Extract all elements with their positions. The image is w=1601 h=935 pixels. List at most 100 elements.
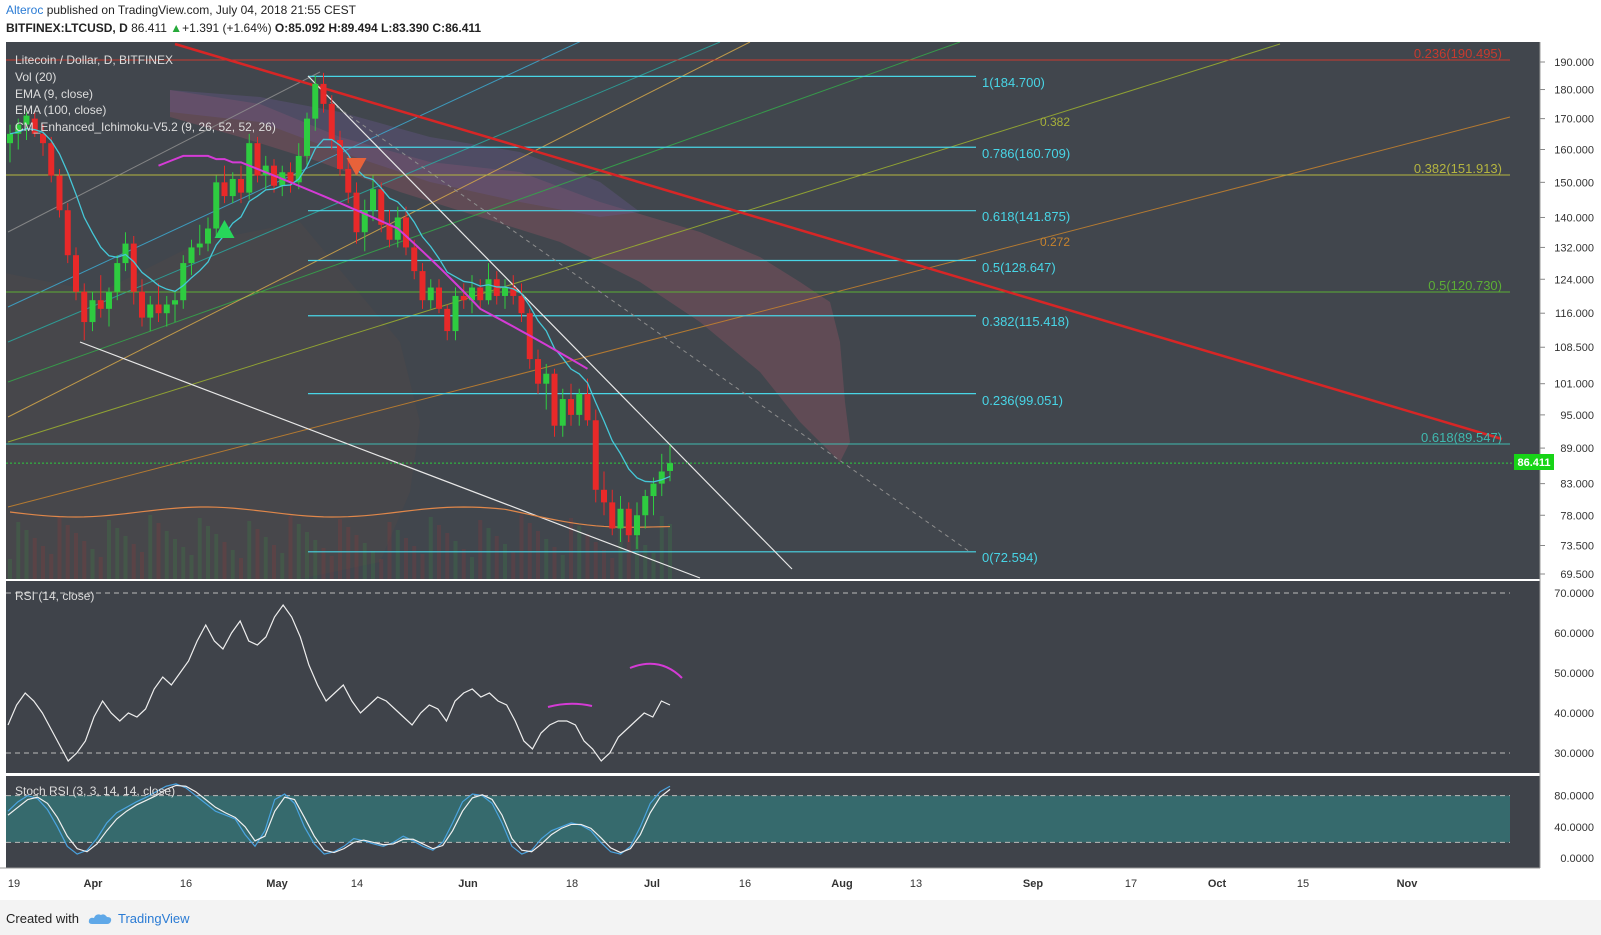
volume-bar bbox=[24, 530, 29, 579]
stoch-axis-label: 0.0000 bbox=[1560, 853, 1594, 865]
volume-bar bbox=[305, 532, 309, 579]
volume-bar bbox=[313, 540, 318, 579]
candle-body bbox=[419, 271, 426, 301]
volume-bar bbox=[222, 542, 227, 579]
candle-body bbox=[213, 182, 220, 229]
candle-body bbox=[378, 189, 385, 225]
stoch-band bbox=[6, 795, 1510, 843]
candle-body bbox=[106, 291, 112, 309]
time-axis-label: Jun bbox=[458, 878, 478, 890]
price-axis-label: 69.500 bbox=[1560, 569, 1594, 581]
rsi-panel[interactable] bbox=[6, 581, 1540, 773]
current-price-tag-text: 86.411 bbox=[1517, 457, 1550, 469]
price-axis-label: 89.000 bbox=[1560, 443, 1594, 455]
buy-signal-triangle bbox=[214, 220, 235, 238]
candle-body bbox=[460, 295, 467, 301]
volume-bar bbox=[651, 553, 656, 579]
lt-fib-label-0236: 0.236(190.495) bbox=[1414, 46, 1502, 61]
candle-body bbox=[31, 118, 38, 134]
chart-svg[interactable]: Litecoin / Dollar, D, BITFINEX Vol (20) … bbox=[0, 42, 1601, 900]
candle-body bbox=[23, 115, 30, 125]
volume-bar bbox=[74, 533, 78, 579]
lt-fib-label-05: 0.5(120.730) bbox=[1428, 278, 1502, 293]
symbol-ohlc-line: BITFINEX:LTCUSD, D 86.411 ▲+1.391 (+1.64… bbox=[6, 21, 481, 35]
price-axis-label: 140.000 bbox=[1554, 212, 1594, 224]
price-axis-label: 150.000 bbox=[1554, 177, 1594, 189]
wedge-lower-line bbox=[79, 341, 701, 579]
volume-bar bbox=[32, 538, 37, 579]
volume-bar bbox=[49, 554, 54, 579]
candle-body bbox=[592, 420, 599, 490]
candle-body bbox=[196, 243, 203, 248]
volume-bar bbox=[230, 550, 235, 579]
candle-body bbox=[262, 165, 269, 176]
tradingview-link[interactable]: TradingView bbox=[118, 911, 190, 926]
time-axis-label: Aug bbox=[831, 878, 852, 890]
author-link[interactable]: Alteroc bbox=[6, 3, 44, 17]
ema9-line bbox=[9, 127, 671, 483]
legend-rsi: RSI (14, close) bbox=[15, 589, 94, 603]
candle-body bbox=[7, 133, 13, 144]
volume-bar bbox=[173, 539, 177, 579]
volume-bar bbox=[544, 539, 549, 579]
time-axis[interactable] bbox=[0, 868, 1601, 900]
volume-bar bbox=[412, 546, 417, 579]
candle-body bbox=[295, 155, 302, 183]
candle-body bbox=[89, 300, 96, 323]
symbol-label: BITFINEX:LTCUSD, D bbox=[6, 21, 128, 35]
candle-body bbox=[81, 291, 88, 323]
candle-body bbox=[617, 508, 624, 529]
volume-bar bbox=[404, 538, 408, 579]
legend-ema100: EMA (100, close) bbox=[15, 103, 106, 117]
candle-body bbox=[444, 308, 451, 332]
candle-body bbox=[130, 243, 137, 292]
candle-body bbox=[328, 103, 335, 141]
candle-body bbox=[452, 295, 459, 332]
volume-bar bbox=[494, 536, 499, 579]
candle-body bbox=[172, 300, 178, 305]
candle-body bbox=[320, 83, 327, 104]
volume-bar bbox=[123, 536, 128, 579]
price-axis-label: 180.000 bbox=[1554, 85, 1594, 97]
candle-body bbox=[642, 496, 649, 516]
volume-bar bbox=[371, 551, 375, 579]
ohlc-open: O:85.092 bbox=[274, 21, 325, 35]
published-text: published on TradingView.com, July 04, 2… bbox=[46, 3, 357, 17]
candle-body bbox=[403, 217, 409, 248]
volume-bar bbox=[618, 521, 623, 579]
time-axis-label: Apr bbox=[84, 878, 104, 890]
volume-bar bbox=[602, 550, 606, 579]
volume-bar bbox=[577, 526, 582, 579]
rsi-axis-label: 60.0000 bbox=[1554, 628, 1594, 640]
candle-body bbox=[469, 287, 475, 301]
sell-signal-triangle bbox=[346, 158, 367, 176]
price-axis-label: 73.500 bbox=[1560, 541, 1594, 553]
footer: Created with TradingView bbox=[0, 900, 1601, 935]
last-price: 86.411 bbox=[131, 21, 167, 35]
legend-ema9: EMA (9, close) bbox=[15, 87, 93, 101]
price-axis-label: 95.000 bbox=[1560, 410, 1594, 422]
volume-bar bbox=[57, 517, 62, 579]
volume-bar bbox=[420, 554, 425, 579]
volume-bar bbox=[272, 545, 276, 579]
volume-ma-line bbox=[9, 506, 671, 528]
volume-bar bbox=[156, 523, 161, 579]
volume-bar bbox=[379, 559, 384, 579]
candle-body bbox=[238, 178, 244, 193]
volume-bar bbox=[536, 531, 540, 579]
candle-body bbox=[658, 471, 665, 484]
volume-bar bbox=[140, 552, 144, 579]
price-axis-label: 101.000 bbox=[1554, 379, 1594, 391]
candle-body bbox=[510, 287, 517, 296]
ohlc-high: H:89.494 bbox=[328, 21, 378, 35]
candle-body bbox=[601, 489, 607, 503]
fib-label-0786: 0.786(160.709) bbox=[982, 146, 1070, 161]
candle-body bbox=[543, 373, 550, 384]
candle-body bbox=[180, 263, 187, 301]
price-panel[interactable] bbox=[6, 42, 1540, 579]
volume-bar bbox=[90, 549, 95, 579]
time-axis-label: May bbox=[266, 878, 288, 890]
fib-label-1: 1(184.700) bbox=[982, 75, 1045, 90]
candle-body bbox=[122, 243, 129, 264]
volume-bar bbox=[503, 544, 507, 579]
